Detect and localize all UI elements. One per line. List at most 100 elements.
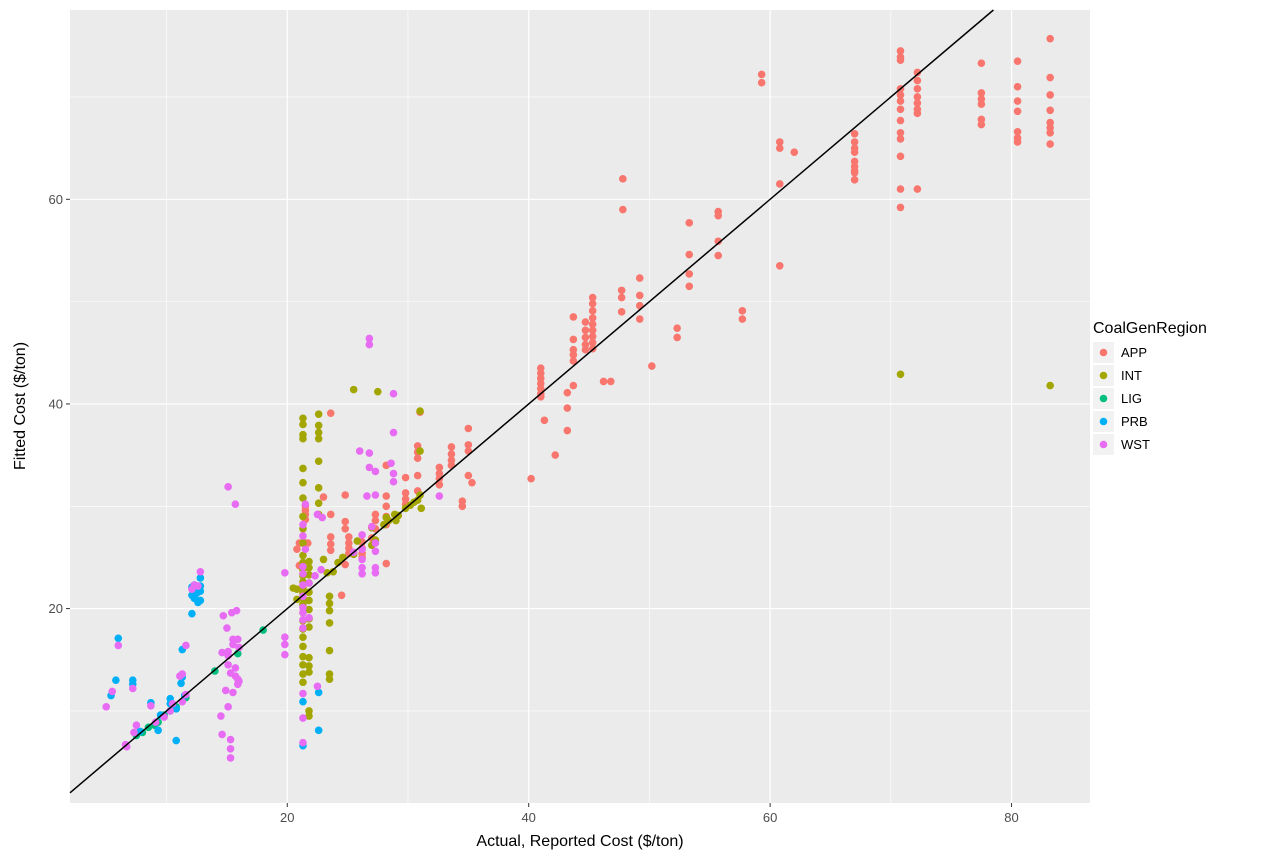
data-point [305,571,313,579]
data-point [389,469,398,478]
data-point [305,662,313,670]
data-point [314,726,323,735]
data-point [358,569,366,578]
data-point [226,754,235,762]
data-point [581,318,590,326]
data-point [194,598,202,607]
y-tick-label: 20 [49,601,63,616]
plot-panel [70,10,1090,803]
data-point [977,89,986,97]
data-point [301,500,310,509]
data-point [299,714,307,722]
data-point [447,450,456,458]
data-point [371,510,380,519]
legend: CoalGenRegion APP INT LIG PRB WST [1093,320,1207,455]
data-point [326,510,335,519]
data-point [299,581,307,589]
data-point [775,262,784,270]
data-point [281,640,289,649]
data-point [319,555,328,564]
data-point [617,286,626,295]
data-point [305,623,313,631]
data-point [168,699,177,708]
data-point [314,499,323,507]
data-point [305,588,313,597]
data-point [226,669,235,677]
data-point [299,689,307,698]
data-point [569,381,578,390]
data-point [1013,57,1022,65]
data-point [458,502,467,511]
reference-line [69,9,994,794]
data-point [365,449,374,457]
legend-items: APP INT LIG PRB WST [1093,342,1150,455]
data-point [416,407,424,415]
y-axis-title: Fitted Cost ($/ton) [12,342,29,470]
data-point [299,512,307,521]
data-point [673,324,681,333]
data-point [325,606,334,615]
data-point [353,537,362,545]
data-point [299,434,307,443]
data-point [775,144,784,152]
major-gridlines [70,10,1090,803]
data-point [588,320,597,328]
data-point [299,642,307,651]
data-point [371,547,380,556]
x-tick-label: 80 [1004,810,1018,825]
data-point [329,567,337,576]
legend-item-prb: PRB [1093,411,1148,432]
data-point [188,609,196,618]
data-point [1046,106,1054,115]
x-tick-label: 60 [763,810,777,825]
data-point [1013,138,1022,146]
data-point [588,299,597,308]
data-point [223,624,231,632]
data-point [314,421,323,430]
data-point [757,70,766,79]
data-point [314,457,323,466]
data-point [326,533,335,541]
data-point [588,307,597,315]
data-point [226,744,235,753]
data-point [382,559,391,568]
data-point [231,500,240,509]
data-point [128,684,137,693]
data-point [365,340,374,349]
data-point [435,463,444,472]
data-point [314,434,323,443]
minor-gridlines [70,10,1090,803]
data-point [325,592,334,601]
data-point [464,471,473,480]
y-tick-label: 40 [49,396,63,411]
data-point [896,135,905,143]
data-point [1013,97,1022,105]
data-point [147,701,155,710]
data-point [371,568,380,577]
data-point [325,675,334,683]
data-point [569,313,578,321]
data-point [299,616,307,624]
data-point [299,697,307,706]
data-point [112,676,120,685]
data-point [850,138,859,146]
x-tick-label: 40 [521,810,535,825]
data-point [977,100,986,108]
data-point [358,563,366,572]
data-point [172,736,181,745]
data-point [367,522,376,531]
data-point [527,474,535,483]
data-point [281,633,289,642]
data-point [341,491,350,499]
data-point [896,128,905,137]
data-point [299,633,307,642]
data-point [563,426,572,435]
data-point [299,464,307,473]
data-point [648,362,656,370]
data-point [714,211,723,220]
data-point [896,370,905,379]
data-point [850,130,859,138]
data-point [401,473,410,482]
data-point [599,377,608,386]
